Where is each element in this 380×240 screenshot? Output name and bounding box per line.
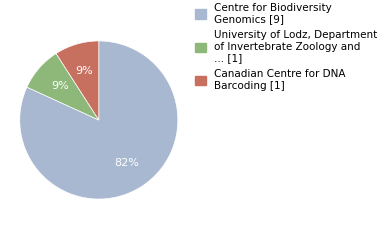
Wedge shape	[27, 54, 99, 120]
Text: 9%: 9%	[76, 66, 93, 76]
Text: 9%: 9%	[51, 81, 69, 91]
Wedge shape	[56, 41, 99, 120]
Legend: Centre for Biodiversity
Genomics [9], University of Lodz, Department
of Inverteb: Centre for Biodiversity Genomics [9], Un…	[195, 3, 377, 91]
Wedge shape	[20, 41, 178, 199]
Text: 82%: 82%	[114, 158, 139, 168]
